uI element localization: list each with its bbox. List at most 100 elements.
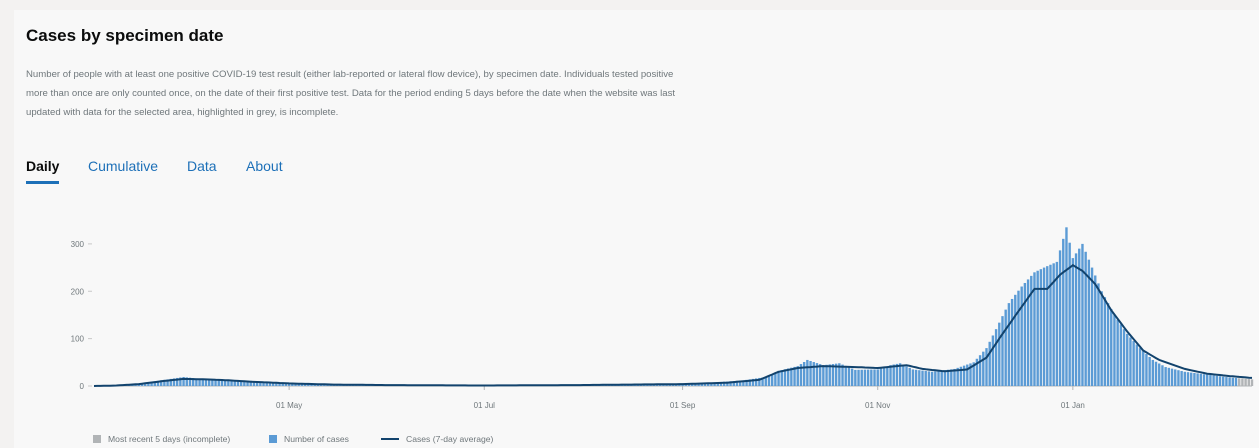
case-bar (1148, 356, 1151, 386)
case-bar (1145, 354, 1148, 386)
case-bar (962, 365, 966, 386)
case-bar (169, 378, 172, 386)
case-bar (143, 383, 147, 386)
case-bar (252, 381, 256, 386)
case-bar (716, 382, 719, 386)
case-bar (223, 379, 227, 386)
case-bar (166, 379, 169, 386)
case-bar (850, 368, 854, 386)
case-bar (233, 380, 236, 386)
case-bar (1113, 314, 1116, 386)
case-bar (1078, 248, 1081, 386)
case-bar (1071, 258, 1075, 386)
case-bar (783, 369, 787, 386)
tab-about[interactable]: About (246, 158, 283, 174)
case-bar (1103, 297, 1107, 386)
case-bar (1234, 378, 1238, 386)
case-bar (1090, 267, 1094, 386)
y-tick-label: 0 (80, 382, 85, 391)
case-bar (1135, 344, 1139, 386)
case-bar (1020, 286, 1023, 386)
case-bar (857, 369, 860, 386)
case-bar (1215, 375, 1219, 386)
case-bar (1039, 269, 1043, 386)
case-bar (1026, 279, 1030, 386)
case-bar (140, 383, 144, 386)
case-bar (831, 364, 835, 386)
case-bar (969, 363, 972, 386)
case-bar (959, 366, 963, 386)
case-bar (972, 362, 975, 386)
tab-cumulative[interactable]: Cumulative (88, 158, 159, 174)
case-bar (211, 379, 214, 386)
case-bar (1023, 282, 1027, 386)
case-bar (742, 380, 745, 386)
case-bar (262, 381, 265, 386)
case-bar (1222, 376, 1225, 386)
case-bar (1199, 373, 1203, 386)
tab-data[interactable]: Data (187, 158, 217, 174)
case-bar (745, 379, 748, 386)
case-bar (163, 379, 166, 386)
chart-description: Number of people with at least one posit… (26, 69, 676, 118)
case-bar (841, 364, 844, 386)
case-bar (198, 378, 201, 386)
case-bar (767, 376, 771, 386)
case-bar (735, 380, 739, 386)
case-bar (764, 377, 767, 386)
x-tick-label: 01 May (276, 401, 302, 410)
case-bar (921, 370, 924, 386)
case-bar (1049, 264, 1052, 386)
case-bar (249, 380, 252, 386)
case-bar (1206, 374, 1209, 386)
case-bar (1186, 372, 1190, 386)
case-bar (956, 367, 959, 386)
case-bar (172, 378, 176, 386)
case-bar (1017, 290, 1020, 386)
legend-item-incomplete[interactable]: Most recent 5 days (incomplete) (93, 434, 230, 444)
legend-item-cases[interactable]: Number of cases (269, 434, 349, 444)
case-bar (1154, 361, 1158, 386)
case-bar (690, 383, 694, 386)
case-bar (879, 368, 883, 386)
case-bar (1247, 379, 1251, 386)
case-bar (1167, 367, 1171, 386)
tab-daily[interactable]: Daily (26, 158, 60, 184)
case-bar (834, 363, 838, 386)
case-bar (706, 382, 710, 386)
case-bar (943, 370, 947, 386)
legend-item-average[interactable]: Cases (7-day average) (381, 434, 493, 444)
x-tick-label: 01 Jul (474, 401, 496, 410)
case-bar (726, 381, 729, 386)
case-bar (828, 364, 831, 386)
cases-chart: 0 100 200 300 01 May 01 Jul 01 Sep 01 Nov 01 Jan (71, 227, 1254, 410)
case-bar (1180, 371, 1183, 386)
case-bar (191, 378, 195, 386)
case-bar (825, 364, 828, 386)
case-bar (297, 383, 300, 386)
case-bar (239, 380, 243, 386)
case-bar (1151, 359, 1155, 386)
case-bar (866, 369, 870, 386)
case-bar (991, 335, 995, 386)
case-bar (1177, 370, 1180, 386)
case-bar (1244, 378, 1247, 386)
case-bar (255, 381, 259, 386)
case-bar (873, 369, 876, 386)
case-bar (243, 380, 246, 386)
case-bar (230, 379, 233, 386)
y-tick-label: 100 (71, 335, 85, 344)
case-bar (1074, 253, 1078, 386)
case-bar (882, 367, 886, 386)
case-bar (777, 370, 780, 386)
case-bar (300, 383, 304, 386)
case-bar (694, 383, 697, 386)
case-bar (994, 329, 998, 386)
case-bar (1218, 376, 1222, 386)
case-bar (265, 382, 268, 386)
case-bar (774, 372, 777, 386)
case-bar (802, 362, 806, 386)
legend-swatch-average (381, 438, 399, 440)
case-bar (1231, 377, 1235, 386)
case-bar (278, 382, 281, 386)
